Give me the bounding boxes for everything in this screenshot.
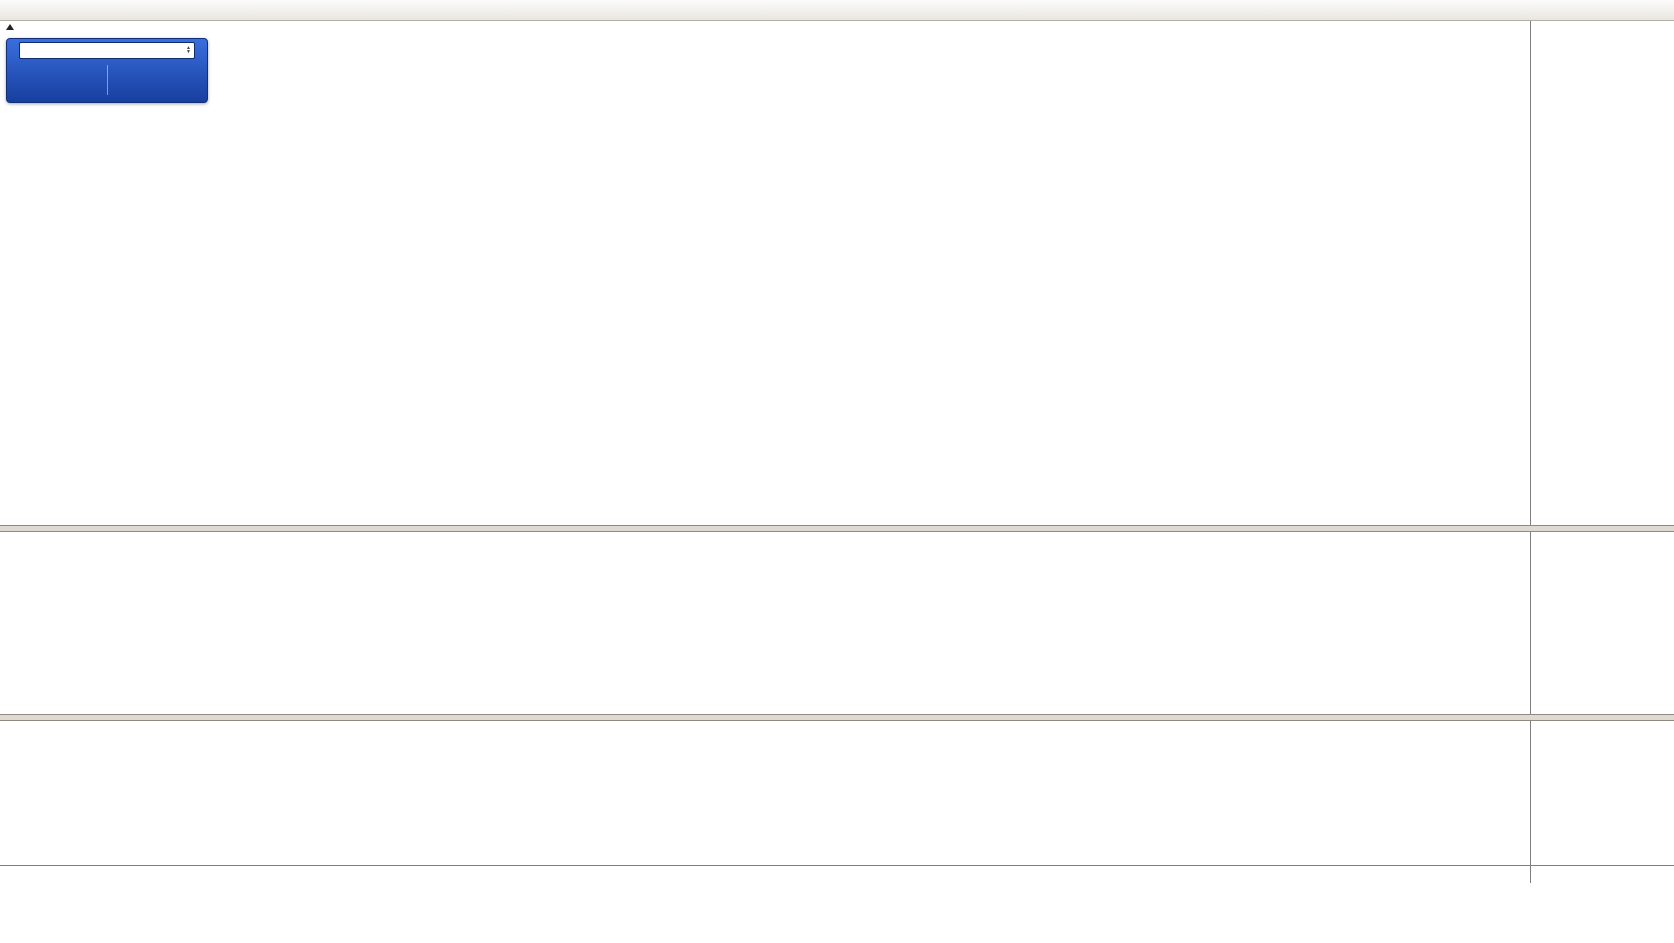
volume-up-icon[interactable]: ▲ [186, 45, 191, 51]
axis-corner [1530, 865, 1674, 883]
macd-axis [1530, 532, 1674, 714]
price-divider [106, 65, 108, 95]
macd-label [5, 534, 15, 545]
volume-down-icon[interactable]: ▼ [186, 49, 191, 55]
volume-spinner[interactable]: ▲ ▼ [186, 45, 191, 55]
chart-header [6, 24, 43, 30]
rsi-axis [1530, 721, 1674, 865]
collapse-icon[interactable] [6, 24, 14, 30]
rsi-label [5, 723, 10, 734]
candlestick-chart-canvas[interactable] [0, 21, 1530, 525]
time-axis[interactable] [0, 865, 1530, 883]
price-axis[interactable] [1530, 21, 1674, 525]
main-chart[interactable]: ▲ ▼ [0, 21, 1530, 525]
rsi-panel[interactable] [0, 721, 1530, 865]
one-click-trading-panel: ▲ ▼ [6, 38, 208, 103]
volume-input[interactable]: ▲ ▼ [19, 41, 195, 59]
rsi-canvas [0, 721, 1530, 865]
toolbar [0, 0, 1674, 21]
panel-splitter[interactable] [0, 714, 1674, 721]
panel-splitter[interactable] [0, 525, 1674, 532]
macd-canvas [0, 532, 1530, 714]
macd-panel[interactable] [0, 532, 1530, 714]
